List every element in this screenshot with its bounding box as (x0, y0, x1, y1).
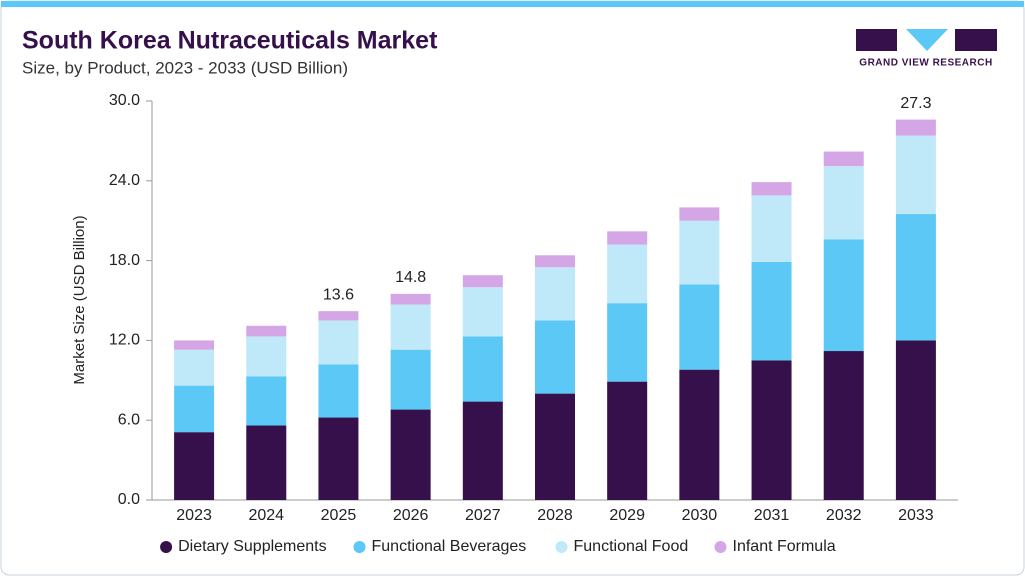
bar-segment (607, 231, 648, 245)
bar-segment (751, 182, 792, 196)
bar-segment (607, 303, 648, 382)
top-stripe (1, 1, 1024, 7)
x-tick-label: 2024 (248, 507, 284, 524)
bar-segment (751, 360, 792, 500)
y-tick-label: 30.0 (109, 92, 140, 109)
bar-segment (679, 369, 720, 500)
legend-marker (160, 541, 173, 553)
bar-segment (246, 325, 287, 337)
total-label: 27.3 (900, 95, 931, 112)
x-tick-label: 2031 (754, 507, 790, 524)
bar-segment (462, 336, 503, 402)
bar-segment (535, 267, 575, 321)
x-tick-label: 2029 (609, 507, 645, 524)
bar-segment (823, 166, 864, 240)
bar-segment (895, 119, 936, 136)
bar-segment (895, 340, 936, 500)
x-tick-label: 2026 (393, 507, 429, 524)
y-tick-label: 6.0 (118, 411, 140, 428)
bar-segment (174, 340, 215, 350)
bar-segment (462, 287, 503, 337)
logo-block (955, 29, 997, 51)
total-label: 13.6 (323, 286, 354, 303)
y-tick-label: 12.0 (109, 332, 140, 349)
y-tick-label: 24.0 (109, 172, 140, 189)
bar-segment (535, 320, 575, 394)
bar-segment (607, 244, 648, 304)
bar-segment (679, 207, 720, 221)
bar-segment (462, 275, 503, 288)
legend-marker (714, 541, 727, 553)
bar-segment (390, 409, 431, 500)
bar-segment (318, 364, 359, 418)
bar-segment (895, 135, 936, 215)
brand: GRAND VIEW RESEARCH (859, 58, 992, 69)
bar-segment (246, 376, 287, 426)
x-tick-label: 2033 (898, 507, 934, 524)
bar-segment (174, 432, 215, 500)
y-axis-label: Market Size (USD Billion) (71, 215, 88, 384)
x-tick-label: 2027 (465, 507, 501, 524)
bar-segment (390, 304, 431, 350)
bar-segment (679, 220, 720, 285)
legend-label: Infant Formula (733, 538, 836, 555)
x-tick-label: 2028 (537, 507, 573, 524)
bar-segment (607, 381, 648, 500)
logo-block (906, 29, 948, 51)
bar-segment (318, 320, 359, 365)
x-tick-label: 2023 (176, 507, 212, 524)
logo-block (856, 29, 897, 51)
bar-segment (390, 293, 431, 305)
x-tick-label: 2025 (321, 507, 357, 524)
legend-marker (353, 541, 366, 553)
chart-subtitle: Size, by Product, 2023 - 2033 (USD Billi… (22, 58, 348, 77)
bar-segment (823, 239, 864, 352)
bar-segment (751, 195, 792, 262)
logo: GRAND VIEW RESEARCH (856, 29, 997, 69)
legend-label: Dietary Supplements (178, 538, 327, 555)
y-tick-label: 18.0 (109, 252, 140, 269)
bar-segment (318, 417, 359, 500)
legend-marker (555, 541, 568, 553)
bar-segment (679, 284, 720, 370)
bar-segment (823, 151, 864, 167)
bar-segment (390, 349, 431, 410)
x-tick-label: 2030 (682, 507, 718, 524)
chart-title: South Korea Nutraceuticals Market (22, 27, 438, 55)
y-tick-label: 0.0 (118, 491, 140, 508)
bar-segment (751, 261, 792, 361)
bar-segment (535, 255, 575, 268)
bar-segment (318, 311, 359, 321)
bar-segment (246, 425, 287, 500)
bar-segment (174, 385, 215, 433)
bar-segment (174, 349, 215, 386)
bar-segment (535, 393, 575, 500)
total-label: 14.8 (395, 269, 426, 286)
legend-label: Functional Beverages (372, 538, 527, 555)
legend-label: Functional Food (574, 538, 689, 555)
bar-segment (246, 336, 287, 377)
x-tick-label: 2032 (826, 507, 862, 524)
bar-segment (895, 214, 936, 341)
bar-segment (462, 401, 503, 500)
bar-segment (823, 351, 864, 500)
